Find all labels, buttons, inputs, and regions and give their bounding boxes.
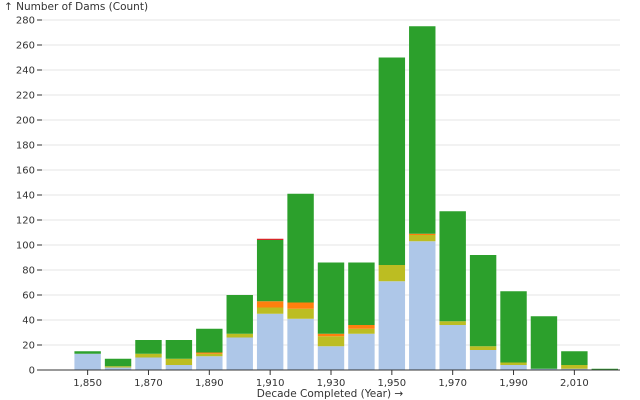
bar-segment <box>317 336 345 347</box>
y-tick-label: 240 <box>16 66 35 77</box>
x-tick-label: 1,870 <box>134 378 163 389</box>
bar-segment <box>378 281 406 370</box>
y-tick-label: 20 <box>22 341 35 352</box>
bar-segment <box>348 325 375 329</box>
bar-segment <box>348 328 375 334</box>
x-axis-title: Decade Completed (Year) → <box>257 388 404 400</box>
bar-segment <box>409 235 436 242</box>
bar-segment <box>256 240 284 302</box>
bar-segment <box>500 365 527 370</box>
bar-segment <box>165 358 193 365</box>
bar-segment <box>348 262 375 325</box>
bar-segment <box>591 368 618 370</box>
bar-segment <box>348 333 375 370</box>
y-tick-label: 140 <box>16 191 35 202</box>
bar-segment <box>287 302 314 309</box>
y-tick-label: 280 <box>16 16 35 27</box>
y-tick-label: 80 <box>22 266 35 277</box>
grid <box>42 19 620 346</box>
bar-segment <box>74 353 101 370</box>
bar-segment <box>409 241 436 370</box>
bar-segment <box>226 337 253 370</box>
x-tick-label: 2,010 <box>560 378 589 389</box>
y-tick-label: 160 <box>16 166 35 177</box>
bar-segment <box>287 308 314 319</box>
bar-segment <box>378 57 406 265</box>
x-tick-label: 1,850 <box>73 378 102 389</box>
bar-segment <box>256 301 284 308</box>
y-tick-label: 200 <box>16 116 35 127</box>
bar-segment <box>469 350 497 370</box>
bar-segment <box>104 358 132 367</box>
bar-segment <box>287 193 314 303</box>
bar-segment <box>165 365 193 370</box>
x-tick-label: 1,890 <box>195 378 224 389</box>
x-tick-label: 1,950 <box>378 378 407 389</box>
bar-segment <box>561 365 588 369</box>
bar-segment <box>165 340 193 359</box>
bar-segment <box>104 367 132 370</box>
y-tick-label: 100 <box>16 241 35 252</box>
bar-segment <box>378 265 406 282</box>
x-axis: 1,850 1,870 1,890 1,910 1,930 1,950 1,970 1,990… <box>42 369 620 389</box>
bar-segment <box>256 238 284 240</box>
bar-segment <box>439 325 466 370</box>
y-tick-label: 40 <box>22 316 35 327</box>
bar-segment <box>561 368 588 370</box>
y-tick-label: 260 <box>16 41 35 52</box>
y-tick-label: 180 <box>16 141 35 152</box>
y-tick-label: 0 <box>29 366 35 377</box>
bar-segment <box>500 291 527 363</box>
bars <box>74 26 618 370</box>
bar-segment <box>226 333 253 338</box>
bar-segment <box>256 313 284 370</box>
bar-segment <box>317 346 345 370</box>
y-tick-label: 120 <box>16 216 35 227</box>
bar-segment <box>74 351 101 354</box>
bar-segment <box>469 255 497 347</box>
bar-segment <box>409 26 436 234</box>
bar-segment <box>196 356 223 370</box>
bar-segment <box>439 211 466 322</box>
bar-segment <box>135 353 162 358</box>
bar-segment <box>439 321 466 325</box>
bar-segment <box>196 353 223 357</box>
x-tick-label: 1,930 <box>317 378 346 389</box>
bar-segment <box>256 307 284 314</box>
y-tick-label: 220 <box>16 91 35 102</box>
bar-segment <box>500 362 527 365</box>
bar-segment <box>317 262 345 334</box>
bar-segment <box>530 316 558 369</box>
bar-segment <box>135 340 162 354</box>
bar-segment <box>469 346 497 350</box>
bar-segment <box>530 368 558 370</box>
x-tick-label: 1,970 <box>438 378 467 389</box>
bar-segment <box>196 328 223 353</box>
bar-segment <box>104 366 132 368</box>
bar-segment <box>317 333 345 337</box>
bar-segment <box>135 357 162 370</box>
y-axis-title: ↑ Number of Dams (Count) <box>4 1 148 13</box>
x-tick-label: 1,910 <box>256 378 285 389</box>
bar-segment <box>226 295 253 334</box>
y-tick-label: 60 <box>22 291 35 302</box>
bar-segment <box>196 352 223 354</box>
x-tick-label: 1,990 <box>499 378 528 389</box>
bar-segment <box>561 351 588 365</box>
y-axis: 0 20 40 60 80 100 120 140 160 180 200 220 240 260 280 <box>16 16 42 377</box>
bar-segment <box>409 233 436 235</box>
bar-segment <box>287 318 314 370</box>
